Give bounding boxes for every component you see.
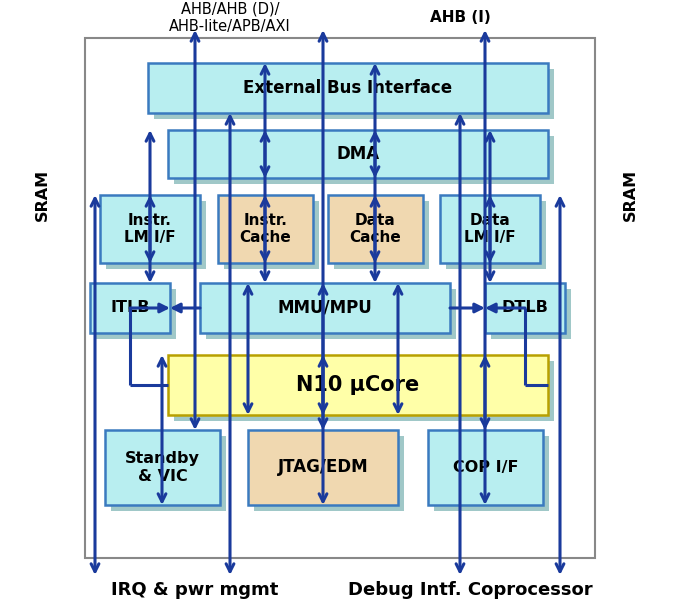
FancyBboxPatch shape bbox=[100, 195, 200, 263]
FancyBboxPatch shape bbox=[334, 201, 429, 269]
FancyBboxPatch shape bbox=[111, 436, 226, 511]
Text: AHB (I): AHB (I) bbox=[430, 10, 490, 25]
Text: COP I/F: COP I/F bbox=[453, 460, 518, 475]
FancyBboxPatch shape bbox=[168, 130, 548, 178]
FancyBboxPatch shape bbox=[85, 38, 595, 558]
FancyBboxPatch shape bbox=[428, 430, 543, 505]
FancyBboxPatch shape bbox=[200, 283, 450, 333]
Text: SRAM: SRAM bbox=[35, 169, 50, 221]
Text: Data
Cache: Data Cache bbox=[350, 213, 401, 245]
Text: AHB/AHB (D)/
AHB-lite/APB/AXI: AHB/AHB (D)/ AHB-lite/APB/AXI bbox=[169, 2, 291, 34]
FancyBboxPatch shape bbox=[96, 289, 176, 339]
FancyBboxPatch shape bbox=[174, 136, 554, 184]
FancyBboxPatch shape bbox=[434, 436, 549, 511]
FancyBboxPatch shape bbox=[491, 289, 571, 339]
FancyBboxPatch shape bbox=[224, 201, 319, 269]
FancyBboxPatch shape bbox=[328, 195, 423, 263]
Text: Instr.
Cache: Instr. Cache bbox=[239, 213, 291, 245]
Text: DTLB: DTLB bbox=[502, 301, 549, 315]
FancyBboxPatch shape bbox=[206, 289, 456, 339]
FancyBboxPatch shape bbox=[174, 361, 554, 421]
FancyBboxPatch shape bbox=[446, 201, 546, 269]
FancyBboxPatch shape bbox=[148, 63, 548, 113]
FancyBboxPatch shape bbox=[248, 430, 398, 505]
FancyBboxPatch shape bbox=[218, 195, 313, 263]
Text: Instr.
LM I/F: Instr. LM I/F bbox=[124, 213, 176, 245]
Text: SRAM: SRAM bbox=[622, 169, 638, 221]
Text: Standby
& VIC: Standby & VIC bbox=[125, 451, 200, 484]
Text: IRQ & pwr mgmt: IRQ & pwr mgmt bbox=[112, 581, 279, 599]
Text: Data
LM I/F: Data LM I/F bbox=[464, 213, 516, 245]
Text: Debug Intf. Coprocessor: Debug Intf. Coprocessor bbox=[347, 581, 592, 599]
FancyBboxPatch shape bbox=[90, 283, 170, 333]
Text: External Bus Interface: External Bus Interface bbox=[243, 79, 453, 97]
Text: N10 μCore: N10 μCore bbox=[296, 375, 420, 395]
FancyBboxPatch shape bbox=[105, 430, 220, 505]
FancyBboxPatch shape bbox=[154, 69, 554, 119]
FancyBboxPatch shape bbox=[440, 195, 540, 263]
FancyBboxPatch shape bbox=[254, 436, 404, 511]
FancyBboxPatch shape bbox=[106, 201, 206, 269]
FancyBboxPatch shape bbox=[485, 283, 565, 333]
FancyBboxPatch shape bbox=[168, 355, 548, 415]
Text: DMA: DMA bbox=[337, 145, 379, 163]
Text: JTAG/EDM: JTAG/EDM bbox=[277, 459, 369, 477]
Text: ITLB: ITLB bbox=[110, 301, 150, 315]
Text: MMU/MPU: MMU/MPU bbox=[277, 299, 373, 317]
